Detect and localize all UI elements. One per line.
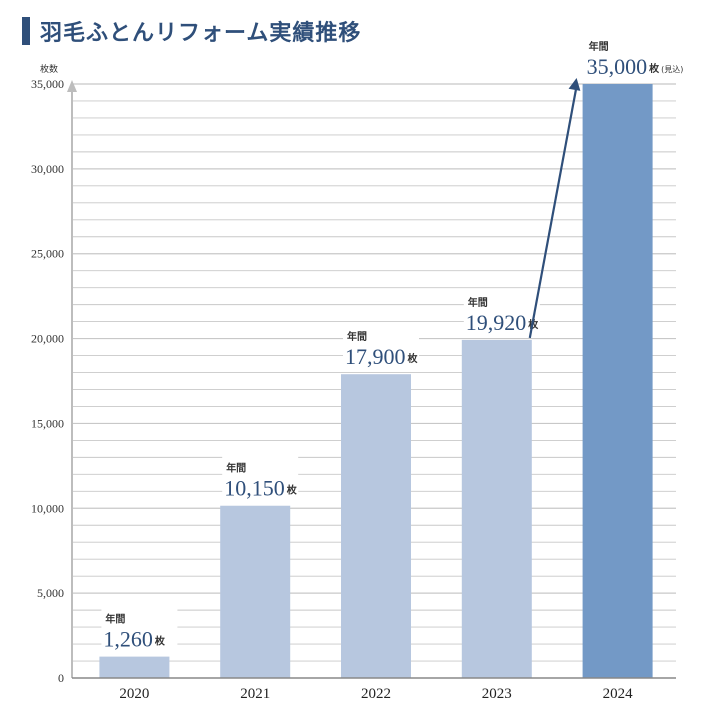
data-label-value: 17,900 xyxy=(345,344,406,369)
x-tick-label: 2020 xyxy=(119,686,149,702)
growth-arrowhead-icon xyxy=(568,78,581,91)
bar-2022 xyxy=(341,374,411,678)
data-label-prefix: 年間 xyxy=(105,613,125,626)
data-label-unit: 枚 xyxy=(649,62,660,75)
chart-title: 羽毛ふとんリフォーム実績推移 xyxy=(22,14,361,48)
x-tick-label: 2024 xyxy=(603,686,634,702)
y-axis-arrow-icon xyxy=(67,80,77,92)
y-tick-label: 30,000 xyxy=(31,162,64,176)
y-tick-label: 5,000 xyxy=(37,586,64,600)
axes: 枚数 xyxy=(40,63,676,679)
title-accent-bar xyxy=(22,17,30,45)
data-label-note: (見込) xyxy=(661,65,683,74)
data-label-prefix: 年間 xyxy=(347,330,367,343)
data-label-unit: 枚 xyxy=(155,635,166,648)
data-label-unit: 枚 xyxy=(408,352,419,365)
data-label-bg xyxy=(343,324,419,367)
data-label-bg xyxy=(463,289,540,332)
bars xyxy=(99,84,653,678)
x-tick-labels: 2020 2021 2022 2023 2024 xyxy=(119,686,633,702)
data-label-prefix: 年間 xyxy=(589,40,609,53)
data-label-bg xyxy=(222,455,299,498)
y-tick-label: 35,000 xyxy=(31,77,64,91)
chart-title-text: 羽毛ふとんリフォーム実績推移 xyxy=(40,21,362,46)
bar-2021 xyxy=(220,505,291,678)
y-tick-label: 0 xyxy=(58,671,64,685)
data-label-prefix: 年間 xyxy=(468,296,488,309)
data-label-unit: 枚 xyxy=(287,484,298,497)
x-tick-label: 2023 xyxy=(482,686,512,702)
data-label-bg xyxy=(584,34,667,76)
x-tick-label: 2022 xyxy=(361,686,391,702)
data-label-value: 19,920 xyxy=(466,310,527,335)
data-label-value: 1,260 xyxy=(103,627,152,652)
y-tick-label: 15,000 xyxy=(31,416,64,430)
y-tick-label: 25,000 xyxy=(31,247,64,261)
x-tick-label: 2021 xyxy=(240,686,270,702)
bar-2024 xyxy=(582,84,653,678)
growth-arrow-line xyxy=(528,85,578,339)
y-tick-label: 10,000 xyxy=(31,501,64,515)
data-label-bg xyxy=(101,606,178,649)
y-tick-labels: 0 5,000 10,000 15,000 20,000 25,000 30,000 35,0… xyxy=(31,77,64,685)
bar-2023 xyxy=(461,339,532,678)
data-label-value: 10,150 xyxy=(224,476,285,501)
y-axis-label: 枚数 xyxy=(40,63,58,75)
data-label-value: 35,000 xyxy=(587,54,648,79)
data-label-prefix: 年間 xyxy=(226,462,246,475)
bar-2020 xyxy=(99,656,170,678)
growth-arrow xyxy=(528,78,581,339)
data-label-unit: 枚 xyxy=(528,318,539,331)
y-tick-label: 20,000 xyxy=(31,332,64,346)
